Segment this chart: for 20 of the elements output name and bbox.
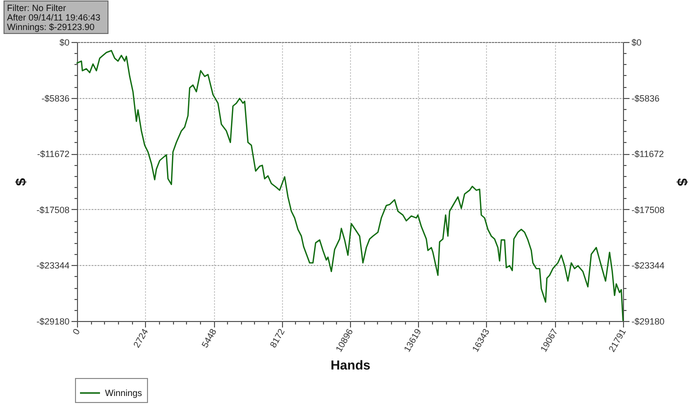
y2-tick-label: -$29180 [632, 316, 665, 326]
y2-tick-label: -$5836 [632, 93, 660, 104]
y-tick-label: -$11672 [37, 149, 70, 160]
y-tick-label: -$29180 [36, 316, 70, 326]
legend-label: Winnings [105, 388, 143, 398]
x-axis-title: Hands [330, 358, 370, 373]
text: Winnings: $-29123.90 [7, 22, 95, 32]
y-tick-label: -$5836 [41, 93, 70, 104]
y-axis-title: $ [12, 178, 28, 186]
y2-tick-label: -$17508 [632, 204, 665, 215]
text: After 09/14/11 19:46:43 [7, 12, 100, 22]
y-tick-label: -$17508 [36, 204, 70, 215]
y2-tick-label: $0 [632, 38, 642, 48]
text: Filter: No Filter [7, 2, 66, 13]
y-tick-label: -$23344 [36, 260, 70, 271]
y2-tick-label: -$23344 [632, 260, 665, 271]
y2-axis-title: $ [674, 178, 691, 186]
y2-tick-label: -$11672 [632, 149, 664, 160]
y-tick-label: $0 [59, 38, 70, 48]
x-tick-label: 0 [70, 327, 82, 336]
